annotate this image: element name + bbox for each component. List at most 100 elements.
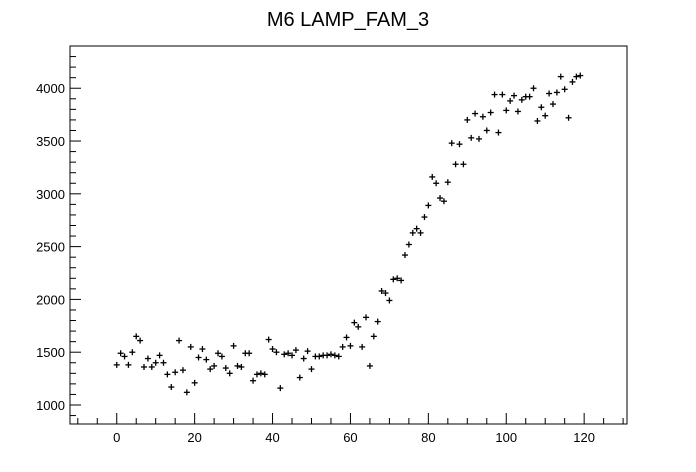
data-point <box>355 323 362 330</box>
data-point <box>207 366 214 373</box>
data-point <box>281 351 288 358</box>
data-point <box>452 161 459 168</box>
data-point <box>538 104 545 111</box>
data-point <box>211 362 218 369</box>
data-point <box>148 363 155 370</box>
data-point <box>565 114 572 121</box>
data-point <box>526 93 533 100</box>
data-point <box>343 334 350 341</box>
data-point <box>191 379 198 386</box>
data-point <box>277 385 284 392</box>
data-point <box>425 202 432 209</box>
data-point <box>261 371 268 378</box>
data-point <box>203 356 210 363</box>
data-point <box>292 347 299 354</box>
data-point <box>386 297 393 304</box>
data-point <box>549 101 556 108</box>
data-point <box>253 371 260 378</box>
data-point <box>464 116 471 123</box>
data-point <box>440 198 447 205</box>
data-point <box>304 348 311 355</box>
data-point <box>331 352 338 359</box>
data-point <box>113 361 120 368</box>
data-point <box>226 370 233 377</box>
data-point <box>168 384 175 391</box>
data-point <box>265 336 272 343</box>
data-point <box>557 73 564 80</box>
data-point <box>475 135 482 142</box>
data-point <box>491 91 498 98</box>
data-point <box>327 351 334 358</box>
y-tick-label: 3000 <box>36 187 65 202</box>
y-tick-label: 4000 <box>36 81 65 96</box>
data-point <box>542 112 549 119</box>
data-point <box>429 173 436 180</box>
data-point <box>160 359 167 366</box>
data-point <box>141 363 148 370</box>
data-point <box>308 366 315 373</box>
data-point <box>479 113 486 120</box>
data-point <box>370 333 377 340</box>
data-point <box>289 352 296 359</box>
y-tick-label: 1500 <box>36 345 65 360</box>
data-point <box>316 353 323 360</box>
data-point <box>187 343 194 350</box>
data-point <box>398 277 405 284</box>
data-point <box>448 140 455 147</box>
data-point <box>164 371 171 378</box>
data-point <box>417 229 424 236</box>
data-point <box>444 179 451 186</box>
data-point <box>534 117 541 124</box>
data-point <box>577 72 584 79</box>
x-tick-label: 20 <box>187 430 201 445</box>
data-point <box>222 365 229 372</box>
y-tick-label: 3500 <box>36 134 65 149</box>
data-point <box>234 362 241 369</box>
data-point <box>351 319 358 326</box>
data-point <box>218 353 225 360</box>
data-point <box>179 367 186 374</box>
data-point <box>546 90 553 97</box>
data-point <box>437 195 444 202</box>
x-tick-label: 120 <box>573 430 595 445</box>
data-point <box>257 370 264 377</box>
data-point <box>347 342 354 349</box>
data-point <box>215 350 222 357</box>
data-point <box>300 355 307 362</box>
y-tick-label: 1000 <box>36 398 65 413</box>
data-point <box>172 369 179 376</box>
data-point <box>359 343 366 350</box>
data-point <box>230 342 237 349</box>
data-point <box>121 353 128 360</box>
data-point <box>487 109 494 116</box>
data-point <box>378 287 385 294</box>
y-tick-label: 2500 <box>36 240 65 255</box>
data-point <box>409 229 416 236</box>
data-point <box>176 337 183 344</box>
data-point <box>468 134 475 141</box>
data-point <box>366 362 373 369</box>
data-point <box>363 314 370 321</box>
x-tick-label: 100 <box>495 430 517 445</box>
data-point <box>382 290 389 297</box>
data-point <box>195 354 202 361</box>
data-point <box>273 349 280 356</box>
data-point <box>511 92 518 99</box>
data-point <box>507 97 514 104</box>
data-point <box>238 363 245 370</box>
data-point <box>553 89 560 96</box>
y-tick-label: 2000 <box>36 292 65 307</box>
data-point <box>503 107 510 114</box>
chart-title: M6 LAMP_FAM_3 <box>267 9 429 31</box>
x-tick-label: 0 <box>113 430 120 445</box>
data-point <box>137 337 144 344</box>
data-point <box>199 346 206 353</box>
data-point <box>390 276 397 283</box>
data-point <box>401 252 408 259</box>
data-point <box>246 350 253 357</box>
data-point <box>499 91 506 98</box>
data-point <box>339 343 346 350</box>
data-point <box>561 86 568 93</box>
data-point <box>472 110 479 117</box>
